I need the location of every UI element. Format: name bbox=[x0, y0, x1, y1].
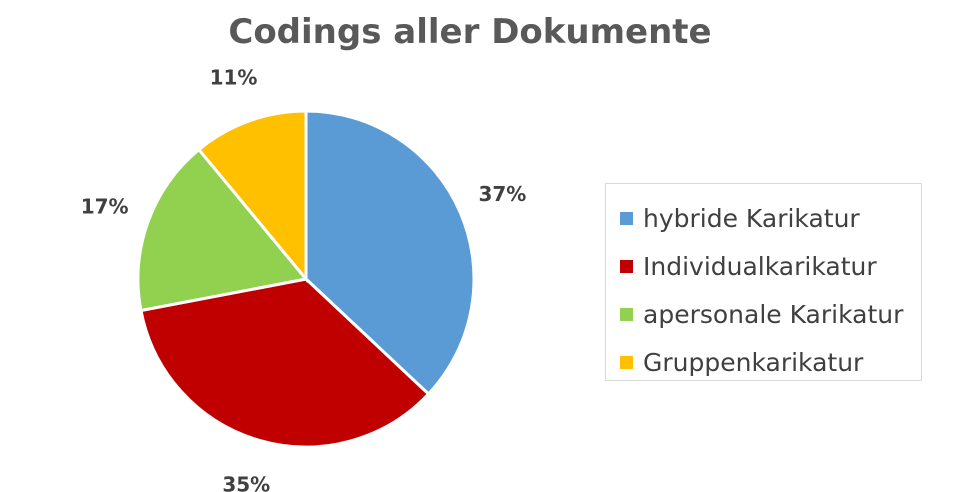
legend-item: Individualkarikatur bbox=[620, 242, 921, 290]
legend: hybride Karikatur Individualkarikatur aper… bbox=[605, 183, 922, 381]
pie-label-3: 17% bbox=[81, 195, 129, 219]
pie-label-1: 37% bbox=[478, 182, 526, 206]
legend-label: apersonale Karikatur bbox=[643, 299, 904, 329]
pie-label-4: 11% bbox=[210, 66, 258, 90]
chart-title: Codings aller Dokumente bbox=[228, 12, 712, 52]
legend-label: Gruppenkarikatur bbox=[643, 347, 864, 377]
pie-slice-2 bbox=[139, 277, 431, 449]
pie-slices bbox=[136, 109, 476, 449]
legend-label: hybride Karikatur bbox=[643, 203, 860, 233]
pie-label-2: 35% bbox=[222, 473, 270, 492]
pie-slice-1 bbox=[304, 109, 476, 397]
pie-labels: 37% 35% 17% 11% bbox=[81, 66, 527, 492]
legend-swatch bbox=[620, 259, 633, 273]
legend-swatch bbox=[620, 211, 633, 225]
legend-label: Individualkarikatur bbox=[643, 251, 877, 281]
legend-swatch bbox=[620, 307, 633, 321]
legend-swatch bbox=[620, 355, 633, 369]
legend-item: Gruppenkarikatur bbox=[620, 338, 921, 386]
legend-item: apersonale Karikatur bbox=[620, 290, 921, 338]
legend-item: hybride Karikatur bbox=[620, 194, 921, 242]
pie-slice-3 bbox=[136, 147, 309, 313]
pie-slice-4 bbox=[196, 109, 308, 284]
